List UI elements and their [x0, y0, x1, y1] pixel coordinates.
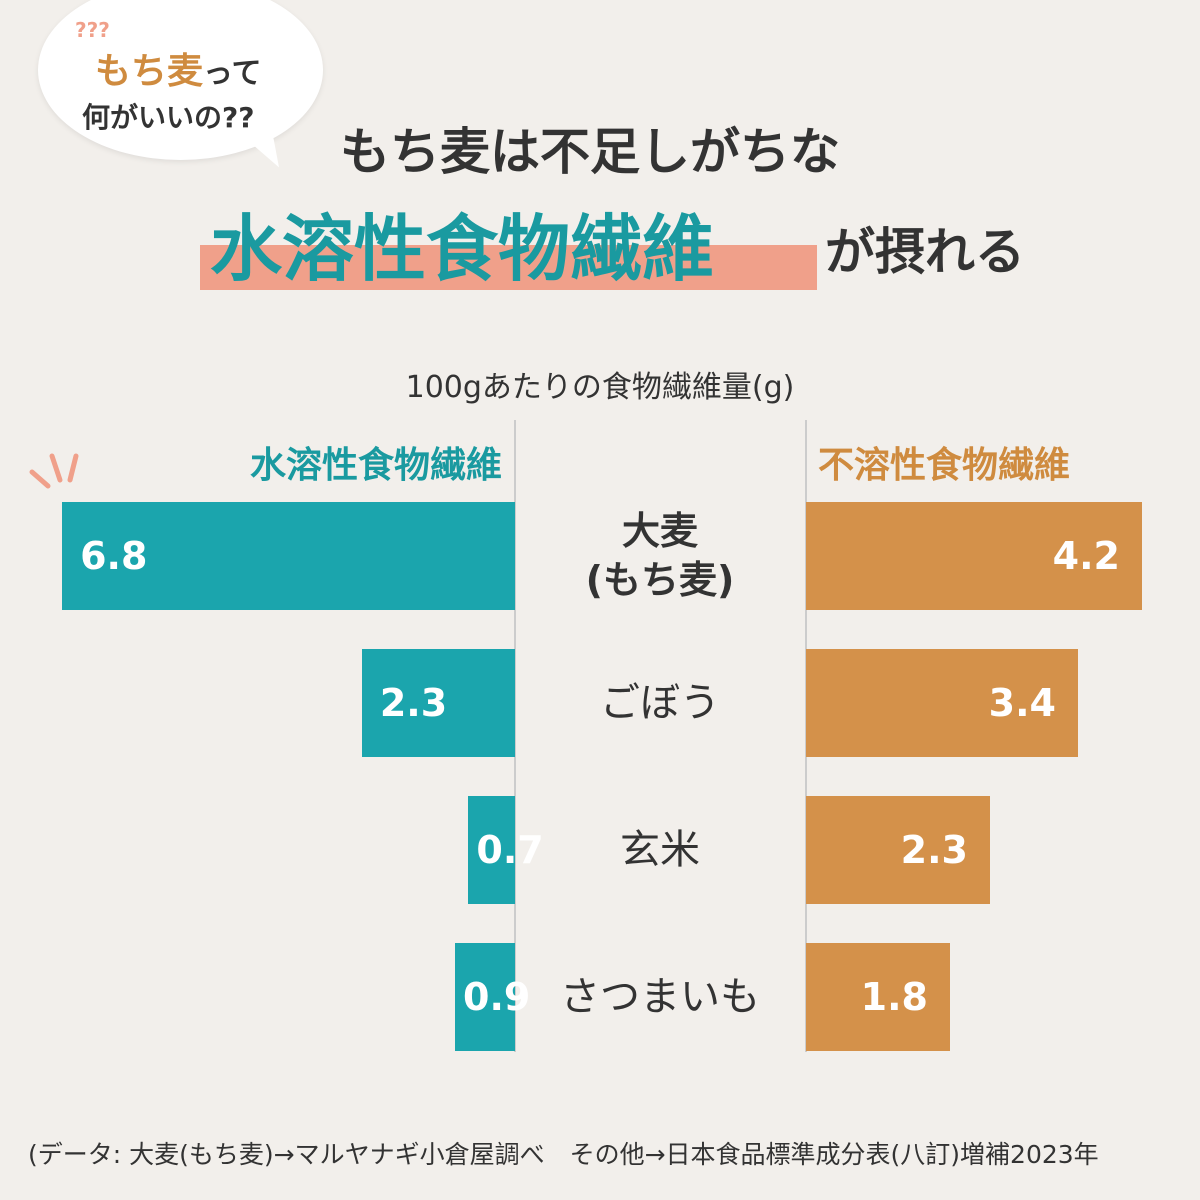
title-line2-rest: が摂れる — [825, 223, 1025, 281]
axis-left — [514, 420, 516, 1052]
bar-insoluble: 3.4 — [806, 649, 1078, 757]
data-label: 6.8 — [80, 534, 148, 578]
bar-insoluble: 4.2 — [806, 502, 1142, 610]
chart-title: 100gあたりの食物繊維量(g) — [405, 370, 795, 405]
category-label: 玄米 — [620, 827, 700, 873]
bubble-accent: もち麦 — [95, 51, 204, 92]
title-line1: もち麦は不足しがちな — [340, 123, 840, 181]
bar-soluble: 2.3 — [361, 649, 515, 757]
bar-insoluble: 1.8 — [806, 943, 950, 1051]
title-highlight-text: 水溶性食物繊維 — [210, 207, 715, 291]
bar-soluble: 6.8 — [62, 502, 515, 610]
bubble-line1: もち麦って — [95, 42, 262, 94]
data-label: 4.2 — [1052, 534, 1120, 578]
speech-bubble — [38, 0, 323, 160]
bar-soluble: 0.7 — [468, 796, 544, 904]
bar-soluble: 0.9 — [455, 943, 530, 1051]
question-marks-icon: ??? — [75, 18, 110, 42]
data-label: 0.9 — [463, 975, 531, 1019]
bubble-rest: って — [203, 56, 262, 91]
category-label: さつまいも — [560, 974, 760, 1020]
bubble-line2: 何がいいの?? — [82, 101, 255, 134]
legend-soluble: 水溶性食物繊維 — [249, 445, 502, 486]
emphasis-sparkle-icon — [29, 453, 79, 489]
data-label: 0.7 — [476, 828, 544, 872]
category-label: 大麦 (もち麦) — [585, 508, 735, 602]
data-label: 3.4 — [988, 681, 1056, 725]
legend-insoluble: 不溶性食物繊維 — [818, 445, 1071, 486]
data-label: 2.3 — [900, 828, 968, 872]
category-label: ごぼう — [600, 680, 720, 726]
title-highlight-band — [200, 245, 817, 290]
footnote: (データ: 大麦(もち麦)→マルヤナギ小倉屋調べ その他→日本食品標準成分表(八… — [28, 1140, 1099, 1169]
data-label: 1.8 — [860, 975, 928, 1019]
data-label: 2.3 — [379, 681, 448, 725]
bar-insoluble: 2.3 — [806, 796, 990, 904]
